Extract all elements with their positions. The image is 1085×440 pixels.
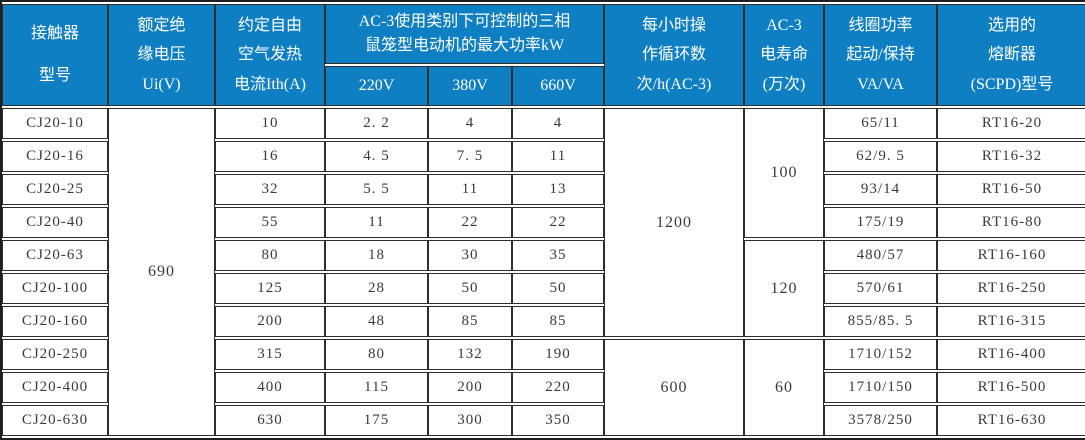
cell-p660: 220 [512,372,604,403]
cell-model: CJ20-630 [2,405,108,436]
cell-p380: 7. 5 [428,141,512,172]
table-row: CJ20-250 315 80 132 190 600 60 1710/152 … [2,339,1085,436]
cell-p220: 175 [325,405,428,436]
cell-life-60: 60 [744,339,824,436]
cell-p380: 50 [428,273,512,304]
cell-p660: 13 [512,174,604,205]
cell-p660: 4 [512,108,604,139]
cell-insulation-voltage: 690 [108,108,215,436]
cell-cycles-600: 600 [604,339,744,436]
cell-ith: 400 [215,372,325,403]
cell-coil: 855/85. 5 [824,306,937,337]
header-380v: 380V [428,66,512,106]
cell-coil: 1710/152 [824,339,937,370]
cell-ith: 32 [215,174,325,205]
header-electrical-life: AC-3 电寿命 (万次) [744,4,824,106]
cell-p220: 28 [325,273,428,304]
cell-model: CJ20-100 [2,273,108,304]
cell-p660: 190 [512,339,604,370]
cell-coil: 570/61 [824,273,937,304]
table-row: CJ20-40 55 11 22 22 175/19 RT16-80 [2,207,1085,238]
cell-fuse: RT16-20 [937,108,1085,139]
cell-p380: 200 [428,372,512,403]
cell-model: CJ20-250 [2,339,108,370]
header-insulation-voltage: 额定绝 缘电压 Ui(V) [108,4,215,106]
cell-model: CJ20-10 [2,108,108,139]
cell-p380: 30 [428,240,512,271]
cell-p660: 35 [512,240,604,271]
cell-ith: 16 [215,141,325,172]
cell-model: CJ20-25 [2,174,108,205]
cell-p220: 48 [325,306,428,337]
table-row: CJ20-63 80 18 30 35 120 480/57 RT16-160 [2,240,1085,337]
cell-fuse: RT16-80 [937,207,1085,238]
table-row: CJ20-16 16 4. 5 7. 5 11 62/9. 5 RT16-32 [2,141,1085,172]
header-contactor-model: 接触器 型号 [2,4,108,106]
header-660v: 660V [512,66,604,106]
cell-fuse: RT16-32 [937,141,1085,172]
cell-fuse: RT16-500 [937,372,1085,403]
cell-life-120: 120 [744,240,824,337]
cell-p380: 22 [428,207,512,238]
table-row: CJ20-160 200 48 85 85 855/85. 5 RT16-315 [2,306,1085,337]
cell-coil: 3578/250 [824,405,937,436]
cell-fuse: RT16-250 [937,273,1085,304]
header-thermal-current: 约定自由 空气发热 电流Ith(A) [215,4,325,106]
cell-ith: 55 [215,207,325,238]
cell-ith: 80 [215,240,325,271]
cell-p380: 85 [428,306,512,337]
table-row: CJ20-10 690 10 2. 2 4 4 1200 100 65/11 R… [2,108,1085,436]
cell-p660: 350 [512,405,604,436]
cell-p380: 4 [428,108,512,139]
cell-ith: 315 [215,339,325,370]
cell-p380: 11 [428,174,512,205]
cell-p220: 18 [325,240,428,271]
cell-fuse: RT16-630 [937,405,1085,436]
cell-p220: 80 [325,339,428,370]
cell-fuse: RT16-315 [937,306,1085,337]
cell-ith: 10 [215,108,325,139]
table-row: CJ20-25 32 5. 5 11 13 93/14 RT16-50 [2,174,1085,205]
header-cycles-per-hour: 每小时操 作循环数 次/h(AC-3) [604,4,744,106]
cell-p380: 300 [428,405,512,436]
table-row: CJ20-400 400 115 200 220 1710/150 RT16-5… [2,372,1085,403]
cell-fuse: RT16-160 [937,240,1085,271]
cell-coil: 175/19 [824,207,937,238]
cell-ith: 630 [215,405,325,436]
cell-fuse: RT16-400 [937,339,1085,370]
cell-model: CJ20-400 [2,372,108,403]
table-row: CJ20-100 125 28 50 50 570/61 RT16-250 [2,273,1085,304]
header-fuse-model: 选用的 熔断器 (SCPD)型号 [937,4,1085,106]
cell-coil: 480/57 [824,240,937,271]
cell-coil: 1710/150 [824,372,937,403]
cell-model: CJ20-16 [2,141,108,172]
cell-p220: 11 [325,207,428,238]
cell-coil: 65/11 [824,108,937,139]
cell-ith: 125 [215,273,325,304]
cell-p220: 4. 5 [325,141,428,172]
cell-p220: 115 [325,372,428,403]
cell-coil: 93/14 [824,174,937,205]
cell-model: CJ20-160 [2,306,108,337]
cell-p380: 132 [428,339,512,370]
cell-coil: 62/9. 5 [824,141,937,172]
header-220v: 220V [325,66,428,106]
cell-life-100: 100 [744,108,824,238]
cell-fuse: RT16-50 [937,174,1085,205]
cell-p660: 22 [512,207,604,238]
cell-p660: 11 [512,141,604,172]
cell-ith: 200 [215,306,325,337]
cell-cycles-1200: 1200 [604,108,744,337]
cell-p660: 50 [512,273,604,304]
cell-p220: 2. 2 [325,108,428,139]
header-ac3-power-group: AC-3使用类别下可控制的三相 鼠笼型电动机的最大功率kW [325,4,604,64]
cell-model: CJ20-40 [2,207,108,238]
cell-model: CJ20-63 [2,240,108,271]
cell-p220: 5. 5 [325,174,428,205]
cell-p660: 85 [512,306,604,337]
header-coil-power: 线圈功率 起动/保持 VA/VA [824,4,937,106]
table-row: CJ20-630 630 175 300 350 3578/250 RT16-6… [2,405,1085,436]
